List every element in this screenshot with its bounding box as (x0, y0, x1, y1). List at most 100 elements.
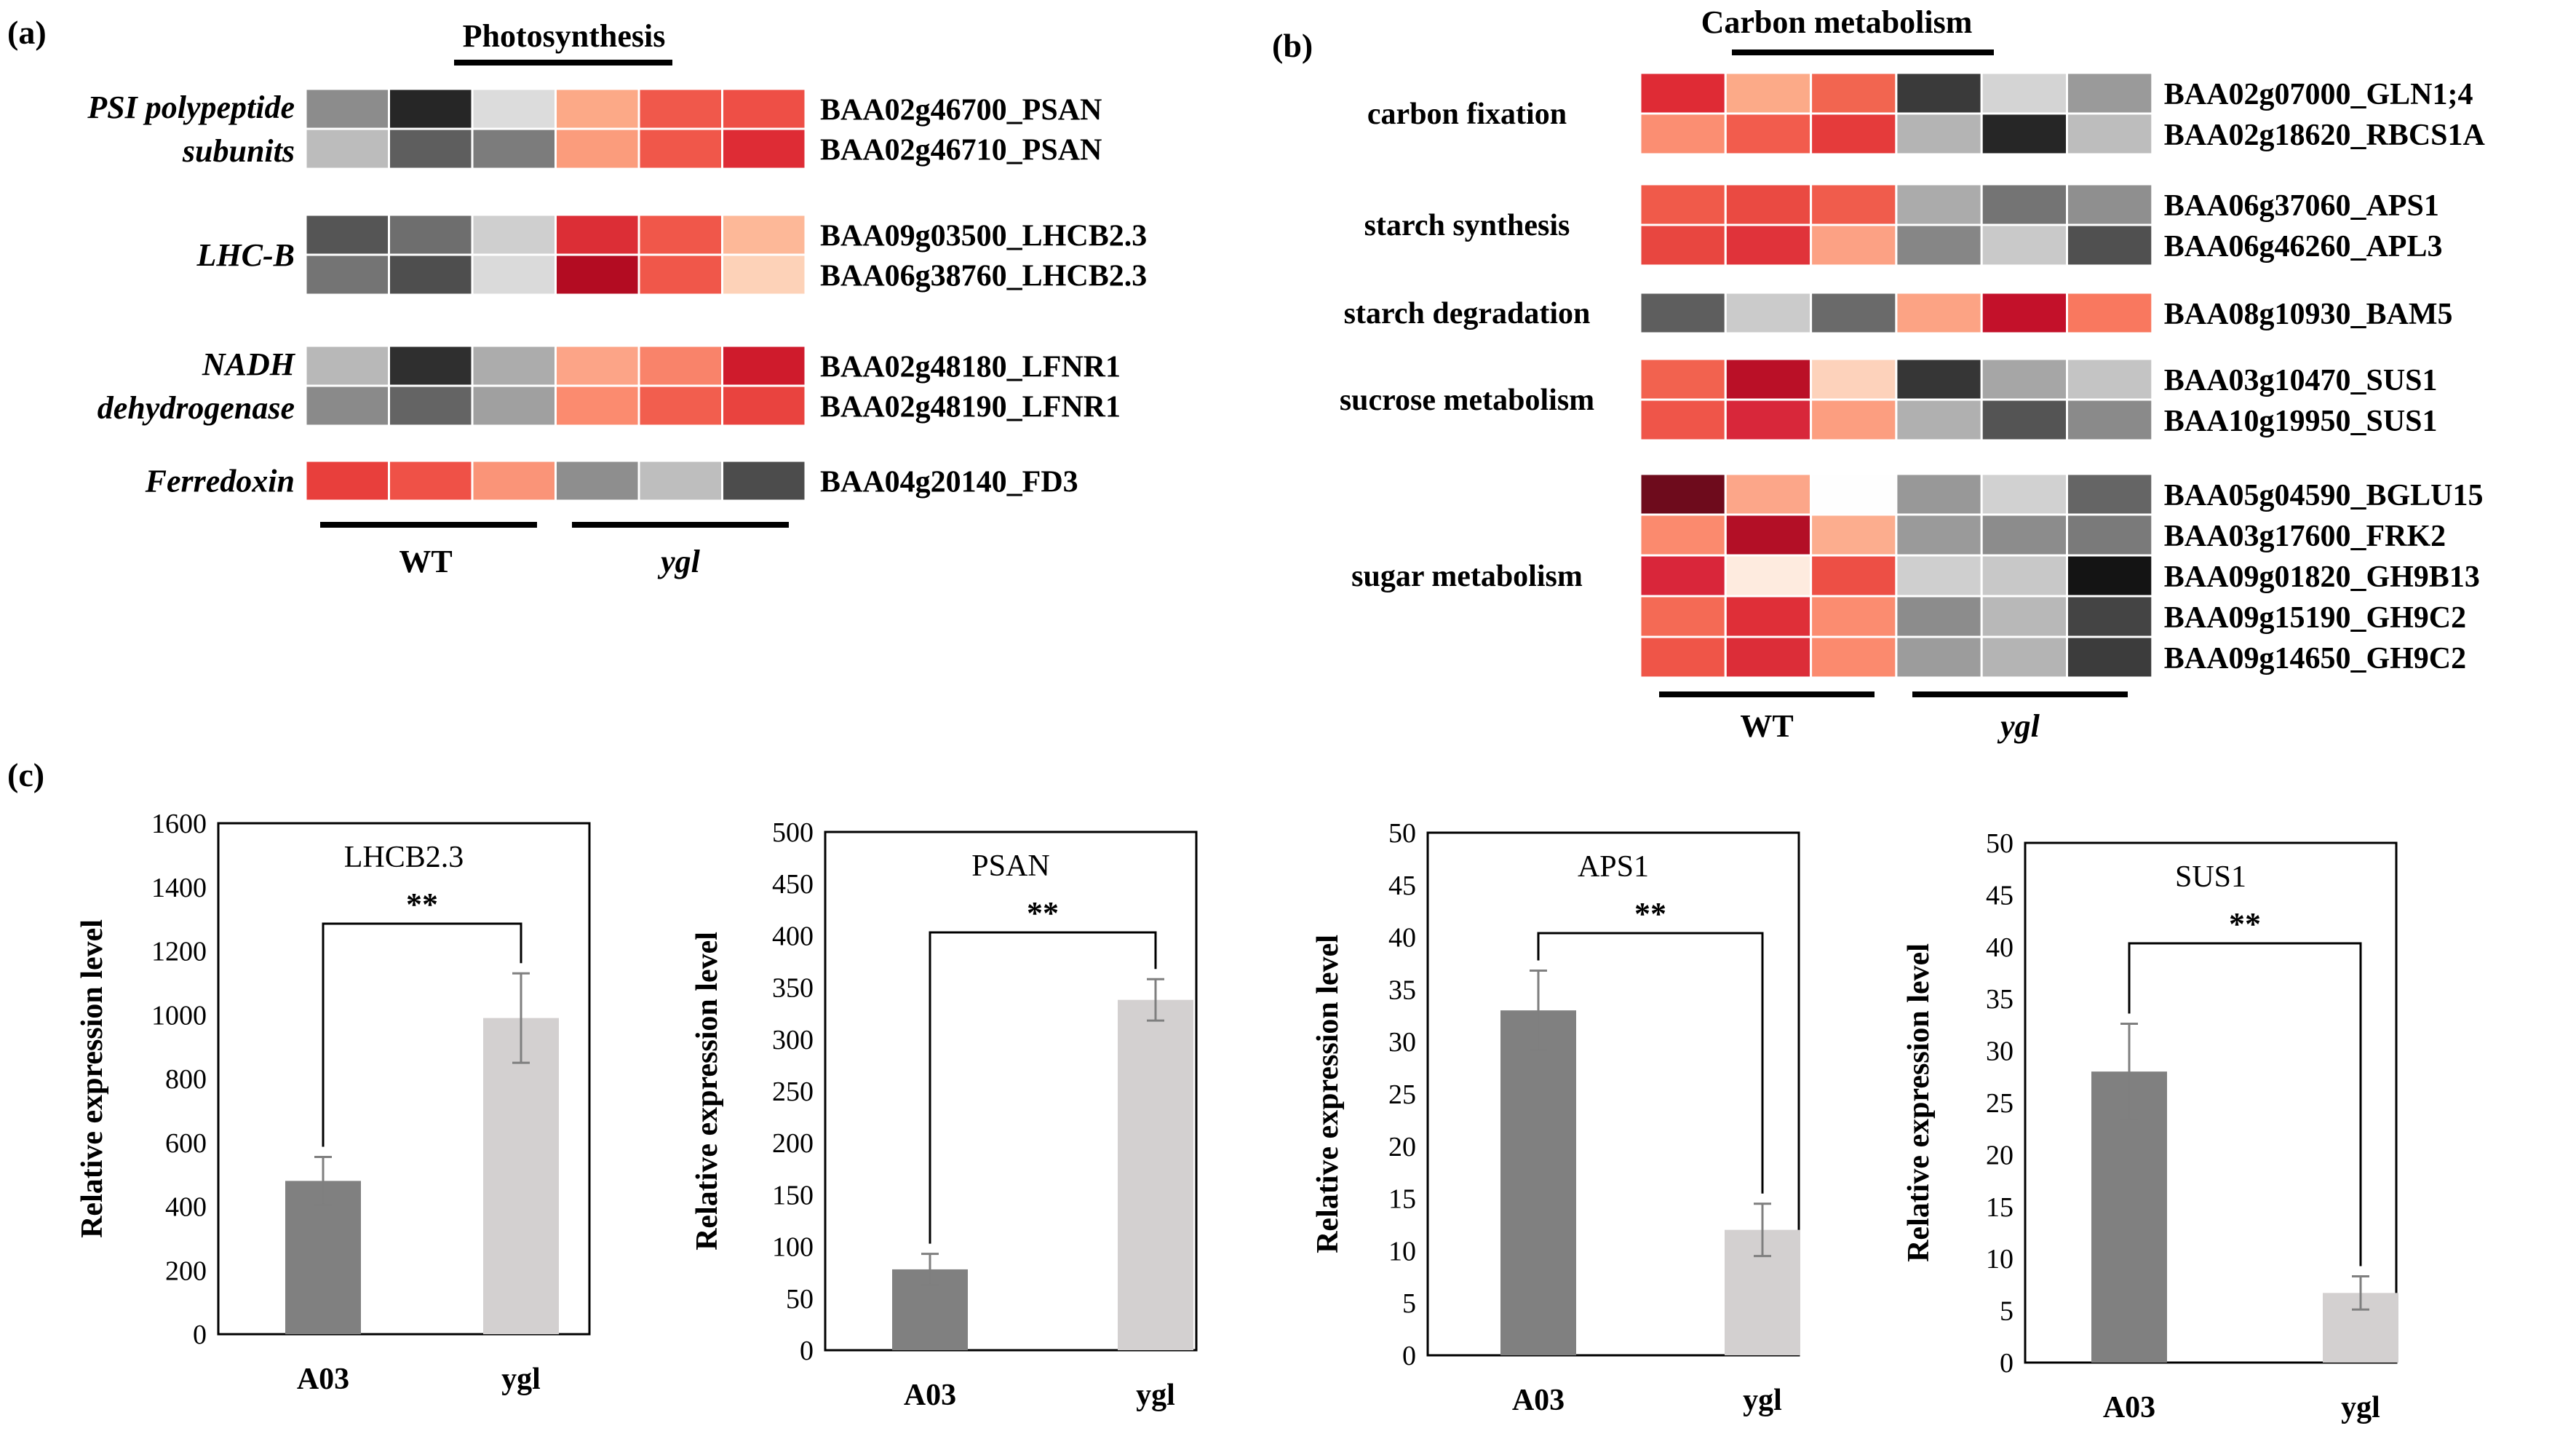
heatmap-cell (1639, 291, 1727, 335)
y-tick-label: 500 (772, 817, 814, 848)
heatmap-cell (1724, 291, 1813, 335)
gene-label: BAA06g46260_APL3 (2164, 230, 2443, 263)
gene-label: BAA09g14650_GH9C2 (2164, 642, 2466, 675)
y-tick-label: 5 (2000, 1296, 2014, 1327)
heatmap-cell (1895, 112, 1983, 156)
y-tick-label: 20 (1986, 1140, 2014, 1170)
heatmap-cell (1810, 291, 1898, 335)
group-label: dehydrogenase (98, 390, 295, 426)
y-tick-label: 1400 (151, 873, 207, 903)
y-tick-label: 200 (165, 1256, 207, 1286)
significance-bracket (929, 931, 1157, 1244)
heatmap-cell (1895, 554, 1983, 598)
y-tick-label: 40 (1388, 923, 1416, 954)
group-label: sucrose metabolism (1340, 384, 1594, 417)
heatmap-cell (721, 344, 807, 387)
y-tick-label: 250 (772, 1077, 814, 1107)
significance-label: ** (406, 887, 438, 922)
heatmap-cell (2066, 112, 2154, 156)
heatmap-cell (304, 213, 390, 256)
y-tick-label: 0 (800, 1336, 814, 1366)
heatmap-cell (1639, 635, 1727, 679)
gene-label: BAA03g10470_SUS1 (2164, 364, 2438, 397)
heatmap-cell (2066, 291, 2154, 335)
heatmap-cell (554, 344, 640, 387)
heatmap-cell (304, 253, 390, 296)
heatmap-cell (721, 384, 807, 427)
heatmap-cell (1980, 357, 2068, 401)
heatmap-cell (388, 459, 474, 502)
gene-label: BAA03g17600_FRK2 (2164, 520, 2446, 553)
y-tick-label: 40 (1986, 932, 2014, 963)
heatmap-cell (1724, 398, 1813, 442)
heatmap-cell (1895, 291, 1983, 335)
gene-label: BAA09g01820_GH9B13 (2164, 560, 2480, 594)
heatmap-cell (304, 459, 390, 502)
gene-label: BAA04g20140_FD3 (820, 466, 1078, 499)
heatmap-cell (2066, 71, 2154, 115)
plot-frame (217, 822, 591, 1336)
gene-label: BAA08g10930_BAM5 (2164, 298, 2453, 331)
y-tick-label: 20 (1388, 1132, 1416, 1162)
y-tick-label: 30 (1986, 1036, 2014, 1067)
heatmap-cell (388, 344, 474, 387)
panel-b-letter: (b) (1272, 27, 1313, 64)
y-tick-label: 15 (1388, 1184, 1416, 1215)
group-label: Ferredoxin (145, 464, 295, 499)
heatmap-carbon-metabolism: BAA02g07000_GLN1;4 BAA02g18620_RBCS1A carb… (1340, 71, 2486, 744)
heatmap-cell (1724, 635, 1813, 679)
heatmap-cell (637, 127, 723, 170)
heatmap-cell (2066, 223, 2154, 267)
heatmap-cell (1810, 223, 1898, 267)
chart-title: PSAN (971, 849, 1049, 883)
heatmap-cell (1895, 635, 1983, 679)
y-tick-label: 400 (772, 921, 814, 951)
y-tick-label: 150 (772, 1180, 814, 1210)
heatmap-cell (1810, 71, 1898, 115)
heatmap-cell (304, 384, 390, 427)
heatmap-cell (1639, 513, 1727, 557)
heatmap-cell (1639, 71, 1727, 115)
heatmap-cell (1980, 223, 2068, 267)
heatmap-cell (637, 87, 723, 130)
significance-bracket (1537, 932, 1764, 1194)
heatmap-cell (1810, 554, 1898, 598)
gene-label: BAA02g46710_PSAN (820, 134, 1102, 167)
significance-bracket (2128, 942, 2362, 1267)
heatmap-cell (2066, 595, 2154, 638)
heatmap-cell (388, 253, 474, 296)
heatmap-cell (304, 87, 390, 130)
heatmap-cell (1980, 595, 2068, 638)
heatmap-cell (637, 253, 723, 296)
chart-title: LHCB2.3 (344, 841, 464, 874)
heatmap-cell (2066, 357, 2154, 401)
bar-chart-aps1: 0 5 10 15 20 25 30 35 40 45 50 Relative expression … (1311, 818, 1800, 1417)
y-tick-label: 25 (1388, 1079, 1416, 1110)
heatmap-cell (1724, 513, 1813, 557)
y-tick-label: 0 (2000, 1348, 2014, 1379)
heatmap-cell (1810, 635, 1898, 679)
y-tick-label: 300 (772, 1025, 814, 1055)
heatmap-cell (471, 384, 557, 427)
heatmap-cell (637, 459, 723, 502)
chart-title: SUS1 (2175, 860, 2246, 894)
heatmap-cell (1724, 472, 1813, 516)
heatmap-cell (721, 253, 807, 296)
y-axis-label: Relative expression level (76, 919, 109, 1238)
gene-label: BAA05g04590_BGLU15 (2164, 479, 2484, 512)
significance-label: ** (1027, 895, 1059, 931)
gene-label: BAA02g46700_PSAN (820, 94, 1102, 127)
heatmap-cell (471, 213, 557, 256)
heatmap-cell (721, 459, 807, 502)
gene-label: BAA09g15190_GH9C2 (2164, 601, 2466, 635)
heatmap-cell (721, 127, 807, 170)
heatmap-cell (554, 127, 640, 170)
y-tick-label: 50 (786, 1284, 814, 1315)
x-category-label: ygl (501, 1363, 541, 1396)
x-category-label: A03 (2103, 1391, 2155, 1424)
ygl-label: ygl (1997, 708, 2040, 744)
x-category-label: A03 (297, 1363, 349, 1396)
heatmap-cell (721, 213, 807, 256)
heatmap-cell (554, 384, 640, 427)
